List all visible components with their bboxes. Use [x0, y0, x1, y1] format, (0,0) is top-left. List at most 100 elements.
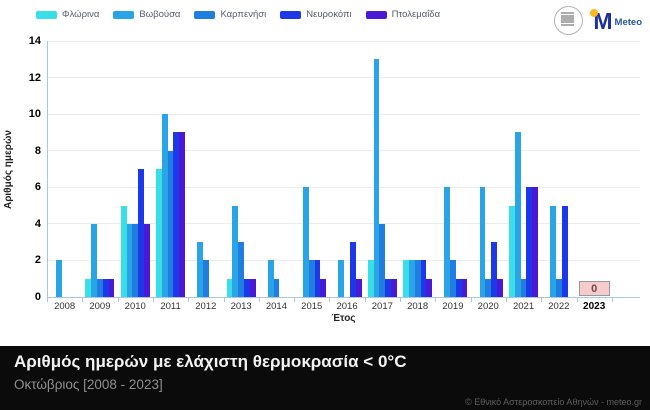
legend-item: Καρπενήσι — [194, 9, 266, 20]
x-tick-mark — [82, 298, 84, 302]
bar — [408, 260, 415, 297]
x-tick-mark — [329, 298, 331, 302]
gridline — [47, 113, 640, 115]
chart-title: Αριθμός ημερών με ελάχιστη θερμοκρασία <… — [14, 352, 407, 371]
bar — [202, 260, 209, 297]
x-tick-label: 2018 — [407, 301, 429, 312]
y-tick-label: 4 — [34, 217, 41, 230]
gridline — [47, 150, 640, 152]
legend-swatch-icon — [194, 10, 216, 19]
bar — [167, 150, 174, 297]
bar — [561, 205, 568, 297]
bar — [355, 278, 362, 297]
bar — [555, 278, 562, 297]
bar — [173, 132, 180, 297]
x-tick-mark — [294, 298, 296, 302]
chart-subtitle: Οκτώβριος [2008 - 2023] — [14, 377, 163, 392]
bar — [273, 278, 280, 297]
legend-item: Βωβούσα — [113, 9, 180, 20]
x-tick-mark — [117, 298, 119, 302]
x-tick-mark — [364, 298, 366, 302]
observatory-seal-icon — [554, 6, 584, 35]
bar — [308, 260, 315, 297]
legend-swatch-icon — [36, 10, 57, 19]
bar — [85, 278, 92, 297]
x-tick-mark — [188, 298, 190, 302]
y-axis-title: Αριθμός ημερών — [3, 130, 14, 210]
x-tick-mark — [541, 298, 543, 302]
y-tick-label: 6 — [34, 181, 41, 194]
bar — [132, 223, 139, 297]
bar — [197, 242, 203, 297]
bar — [420, 260, 427, 297]
bar — [120, 205, 127, 297]
gridline — [47, 77, 640, 79]
legend-item: Πτολεμαΐδα — [365, 9, 440, 20]
x-axis-title: Έτος — [331, 313, 356, 324]
y-tick-label: 12 — [28, 71, 41, 84]
bar — [338, 260, 345, 297]
bar — [367, 260, 374, 297]
bar — [244, 278, 250, 297]
x-tick-mark — [470, 298, 472, 302]
copyright-credit: © Εθνικό Αστεροσκοπείο Αθηνών - meteo.gr — [465, 397, 642, 407]
bar — [143, 223, 150, 297]
x-tick-label: 2015 — [301, 301, 323, 312]
bar — [520, 278, 527, 297]
x-tick-mark — [576, 298, 578, 302]
x-tick-mark — [400, 298, 401, 302]
bar — [102, 278, 109, 297]
bar — [426, 278, 433, 297]
x-tick-label: 2014 — [265, 301, 287, 312]
bar — [91, 223, 98, 297]
x-tick-label: 2022 — [548, 301, 570, 312]
bar — [249, 278, 256, 297]
bar — [450, 260, 456, 297]
bar — [138, 169, 144, 297]
legend-item: Νευροκόπι — [280, 9, 352, 20]
legend-label: Καρπενήσι — [220, 9, 267, 20]
bar — [444, 187, 451, 297]
bar — [509, 205, 515, 297]
bar — [479, 187, 486, 297]
x-tick-mark — [258, 298, 260, 302]
bar — [108, 278, 115, 297]
legend-swatch-icon — [280, 10, 302, 19]
x-tick-label: 2009 — [89, 301, 111, 312]
bar — [179, 132, 186, 297]
y-tick-label: 0 — [34, 291, 41, 303]
bar — [126, 223, 133, 297]
x-tick-label: 2019 — [442, 301, 464, 312]
bar — [532, 187, 539, 297]
x-tick-mark — [435, 298, 437, 302]
bar — [485, 278, 492, 297]
x-tick-mark — [611, 298, 613, 302]
x-tick-label: 2017 — [371, 301, 393, 312]
meteo-logo: M Meteo — [590, 8, 642, 34]
legend-label: Νευροκόπι — [306, 9, 352, 20]
meteo-logo-dot-icon — [590, 8, 599, 17]
x-tick-label: 2016 — [336, 301, 358, 312]
bar — [267, 260, 274, 297]
bar — [385, 278, 392, 297]
bar — [391, 278, 397, 297]
legend-swatch-icon — [113, 10, 135, 19]
x-tick-label: 2010 — [124, 301, 146, 312]
bar — [514, 132, 521, 297]
bar — [314, 260, 321, 297]
y-axis-line — [47, 41, 48, 297]
bar — [455, 278, 462, 297]
x-axis-line — [47, 297, 640, 298]
bar — [496, 278, 503, 297]
x-tick-mark — [152, 298, 154, 302]
meteo-logo-text: Meteo — [614, 16, 642, 28]
bar — [161, 114, 168, 297]
y-tick-label: 14 — [28, 35, 41, 47]
legend-swatch-icon — [365, 10, 387, 19]
x-tick-label: 2021 — [512, 301, 535, 312]
zero-annotation: 0 — [578, 281, 610, 296]
bar — [97, 278, 103, 297]
legend-item: Φλώρινα — [36, 9, 99, 20]
bar — [232, 205, 239, 297]
x-tick-label: 2008 — [54, 301, 76, 312]
